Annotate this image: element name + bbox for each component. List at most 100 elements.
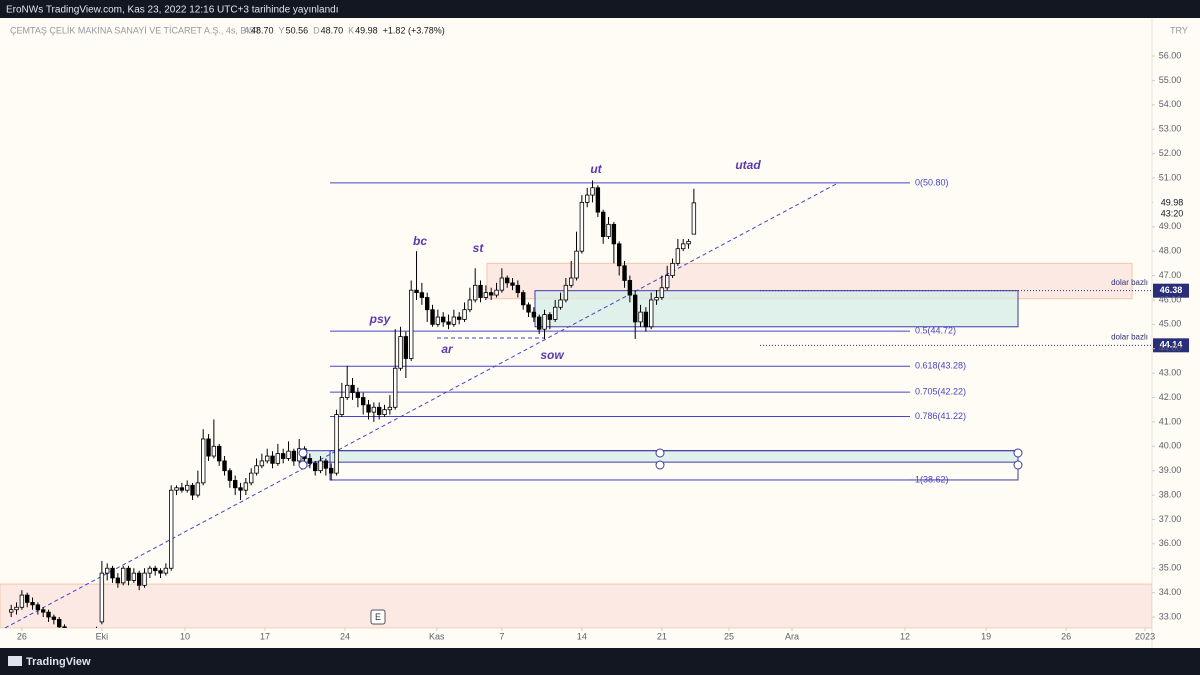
candle-body	[46, 611, 51, 618]
x-tick-label: Kas	[429, 631, 445, 641]
candle-body	[110, 567, 115, 579]
candle-body	[408, 289, 414, 359]
candle-body	[264, 455, 270, 462]
candle-body	[488, 292, 494, 296]
x-tick-label: 19	[981, 631, 991, 641]
candle-body	[446, 321, 451, 325]
candle-body	[670, 262, 675, 276]
drag-handle	[1013, 460, 1023, 470]
candle-body	[574, 250, 579, 279]
x-tick-label: 14	[577, 631, 587, 641]
candle-body	[467, 299, 473, 311]
candle-body	[275, 453, 281, 464]
y-tick-label: 56.00	[1159, 50, 1182, 60]
candle-body	[19, 594, 25, 608]
candle-body	[569, 277, 574, 286]
candle-body	[456, 316, 462, 320]
candle-body	[200, 438, 206, 484]
y-tick-label: 35.00	[1159, 563, 1182, 573]
drag-handle	[1013, 448, 1023, 458]
candle-body	[248, 472, 254, 484]
candle-body	[376, 406, 382, 415]
candle-body	[99, 572, 105, 623]
fib-label: 0(50.80)	[915, 177, 949, 187]
fib-label: 0.618(43.28)	[915, 361, 966, 371]
drag-handle	[298, 460, 308, 470]
candle-body	[371, 406, 377, 413]
price-tag-label: 44.14	[1160, 340, 1183, 350]
drag-handle	[655, 448, 665, 458]
symbol-title: ÇEMTAŞ ÇELİK MAKİNA SANAYİ VE TİCARET A.…	[10, 25, 261, 35]
candle-body	[665, 275, 670, 289]
countdown: 43:20	[1161, 208, 1184, 218]
candle-body	[590, 187, 595, 196]
candle-body	[227, 470, 233, 481]
candle-body	[158, 570, 163, 574]
candle-body	[515, 284, 521, 294]
candle-body	[504, 277, 510, 284]
y-tick-label: 51.00	[1159, 172, 1182, 182]
candle-body	[424, 297, 430, 311]
candle-body	[105, 567, 110, 574]
candle-body	[328, 467, 334, 474]
candle-body	[147, 567, 153, 574]
price-tag	[1153, 338, 1189, 353]
candle-body	[691, 202, 697, 235]
event-marker: E	[375, 612, 381, 622]
candle-body	[617, 243, 622, 267]
last-price: 49.98	[1161, 197, 1184, 207]
candle-body	[291, 450, 297, 462]
y-tick-label: 37.00	[1159, 514, 1182, 524]
brand-logo	[8, 656, 22, 666]
candle-body	[638, 311, 643, 323]
x-tick-label: 7	[499, 631, 504, 641]
event-box	[370, 609, 386, 625]
candle-body	[521, 292, 526, 306]
candle-body	[595, 187, 601, 213]
y-tick-label: 36.00	[1159, 538, 1182, 548]
candle-body	[686, 241, 691, 245]
candle-body	[451, 316, 457, 325]
candle-body	[179, 487, 185, 491]
y-tick-label: 38.00	[1159, 489, 1182, 499]
candle-body	[558, 299, 563, 308]
candle-body	[462, 309, 467, 320]
candle-body	[350, 384, 355, 394]
candle-body	[206, 438, 211, 457]
candle-body	[30, 601, 35, 606]
x-tick-label: 24	[340, 631, 350, 641]
candle-body	[168, 489, 174, 569]
candle-body	[211, 445, 217, 457]
candle-body	[355, 392, 361, 398]
candle-body	[243, 482, 249, 491]
candle-body	[334, 414, 339, 474]
wyckoff-label: ar	[441, 342, 454, 356]
candle-body	[414, 289, 419, 294]
candle-body	[126, 567, 131, 581]
y-tick-label: 53.00	[1159, 124, 1182, 134]
y-tick-label: 41.00	[1159, 416, 1182, 426]
y-tick-label: 40.00	[1159, 441, 1182, 451]
y-tick-label: 48.00	[1159, 246, 1182, 256]
candle-body	[35, 604, 41, 611]
candle-body	[142, 572, 147, 586]
y-tick-label: 45.00	[1159, 319, 1182, 329]
fib-label: 0.786(41.22)	[915, 411, 966, 421]
candle-body	[318, 460, 323, 472]
ohlc-value: 48.70	[321, 25, 344, 35]
price-line-label: dolar bazlı	[1111, 332, 1148, 341]
zone	[534, 290, 1019, 328]
candle-body	[174, 487, 179, 491]
wyckoff-label: utad	[735, 158, 761, 172]
candle-body	[62, 626, 67, 628]
fib-label: 0.5(44.72)	[915, 326, 956, 336]
candle-body	[51, 616, 57, 620]
chart-area	[0, 18, 1200, 648]
ohlc-key: K	[348, 25, 354, 35]
candle-body	[280, 453, 286, 459]
candle-body	[478, 284, 483, 298]
candle-body	[643, 311, 649, 328]
x-tick-label: Eki	[96, 631, 109, 641]
candle-body	[403, 336, 409, 359]
